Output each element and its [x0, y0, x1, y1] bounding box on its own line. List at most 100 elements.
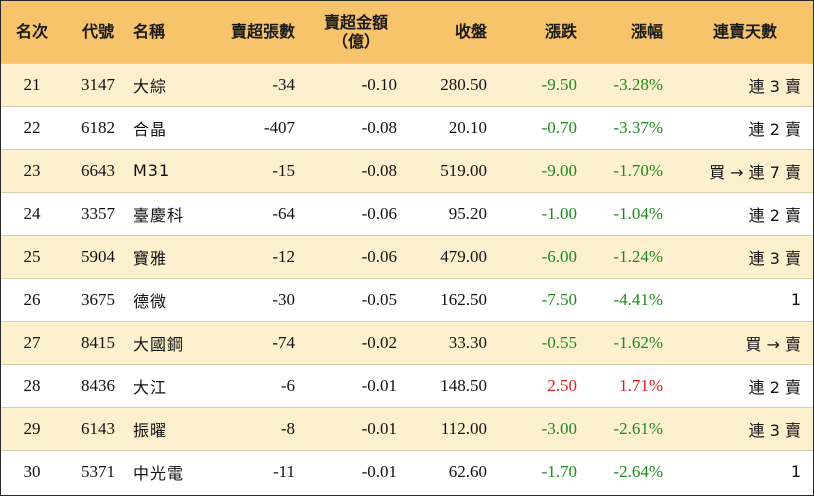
cell-sell-amount: -0.05	[361, 289, 397, 309]
cell-streak: 連 2 賣	[748, 119, 801, 139]
cell-code: 6643	[81, 160, 115, 180]
cell-sell-lots: -15	[272, 160, 295, 180]
cell-change-pct: -3.28%	[613, 74, 663, 94]
cell-sell-amount: -0.01	[361, 461, 397, 481]
cell-rank: 24	[23, 203, 41, 223]
cell-streak: 連 3 賣	[748, 76, 801, 96]
cell-name: 中光電	[133, 463, 185, 483]
cell-change: -6.00	[541, 246, 577, 266]
cell-streak: 1	[790, 290, 801, 309]
cell-sell-lots: -11	[272, 461, 295, 481]
cell-code: 5371	[81, 461, 115, 481]
table-row: 21 3147 大綜 -34 -0.10 280.50 -9.50 -3.28%…	[1, 63, 813, 106]
cell-close: 62.60	[448, 461, 487, 481]
header-change-pct: 漲幅	[630, 22, 663, 42]
cell-sell-lots: -74	[272, 332, 295, 352]
cell-sell-amount: -0.01	[361, 418, 397, 438]
cell-code: 8436	[81, 375, 115, 395]
table-row: 29 6143 振曜 -8 -0.01 112.00 -3.00 -2.61% …	[1, 407, 813, 450]
table-row: 22 6182 合晶 -407 -0.08 20.10 -0.70 -3.37%…	[1, 106, 813, 149]
cell-change-pct: 1.71%	[619, 375, 663, 395]
cell-sell-amount: -0.01	[361, 375, 397, 395]
cell-sell-amount: -0.02	[361, 332, 397, 352]
table-row: 25 5904 寶雅 -12 -0.06 479.00 -6.00 -1.24%…	[1, 235, 813, 278]
cell-close: 112.00	[440, 418, 487, 438]
cell-close: 95.20	[448, 203, 487, 223]
cell-sell-lots: -407	[263, 117, 295, 137]
cell-rank: 29	[23, 418, 41, 438]
cell-change-pct: -1.62%	[613, 332, 663, 352]
cell-change-pct: -1.24%	[613, 246, 663, 266]
cell-sell-lots: -6	[280, 375, 295, 395]
cell-close: 479.00	[440, 246, 487, 266]
header-close: 收盤	[454, 22, 487, 42]
cell-change: -1.00	[541, 203, 577, 223]
cell-sell-amount: -0.06	[361, 203, 397, 223]
cell-sell-lots: -8	[280, 418, 295, 438]
cell-close: 20.10	[448, 117, 487, 137]
cell-sell-lots: -64	[272, 203, 295, 223]
cell-code: 3675	[81, 289, 115, 309]
cell-rank: 28	[23, 375, 41, 395]
cell-change: -7.50	[541, 289, 577, 309]
cell-streak: 連 2 賣	[748, 205, 801, 225]
cell-name: 臺慶科	[133, 205, 185, 225]
cell-code: 8415	[81, 332, 115, 352]
cell-sell-amount: -0.10	[361, 74, 397, 94]
header-code: 代號	[81, 22, 114, 42]
cell-code: 6143	[81, 418, 115, 438]
cell-change: -9.50	[541, 74, 577, 94]
cell-streak: 連 2 賣	[748, 377, 801, 397]
cell-code: 6182	[81, 117, 115, 137]
cell-change: -0.55	[541, 332, 577, 352]
cell-name: 寶雅	[133, 248, 168, 268]
cell-sell-amount: -0.08	[361, 117, 397, 137]
table-row: 28 8436 大江 -6 -0.01 148.50 2.50 1.71% 連 …	[1, 364, 813, 407]
cell-change-pct: -1.04%	[613, 203, 663, 223]
header-name: 名稱	[133, 22, 166, 42]
cell-change-pct: -3.37%	[613, 117, 663, 137]
cell-name: 大國鋼	[133, 334, 185, 354]
cell-name: 大江	[133, 377, 168, 397]
header-sell-amount-line1: 賣超金額	[323, 12, 388, 32]
cell-name: M31	[133, 161, 171, 180]
table-row: 24 3357 臺慶科 -64 -0.06 95.20 -1.00 -1.04%…	[1, 192, 813, 235]
cell-code: 5904	[81, 246, 115, 266]
cell-sell-lots: -34	[272, 74, 295, 94]
cell-rank: 30	[23, 461, 41, 481]
cell-name: 德微	[133, 291, 168, 311]
cell-change: -9.00	[541, 160, 577, 180]
cell-streak: 連 3 賣	[748, 248, 801, 268]
cell-rank: 25	[23, 246, 41, 266]
cell-change-pct: -4.41%	[613, 289, 663, 309]
header-sell-amount-line2: （億）	[331, 31, 380, 51]
table-row: 23 6643 M31 -15 -0.08 519.00 -9.00 -1.70…	[1, 149, 813, 192]
header-change: 漲跌	[544, 22, 577, 42]
cell-sell-lots: -30	[272, 289, 295, 309]
header-rank: 名次	[15, 22, 48, 42]
table-row: 27 8415 大國鋼 -74 -0.02 33.30 -0.55 -1.62%…	[1, 321, 813, 364]
table-row: 26 3675 德微 -30 -0.05 162.50 -7.50 -4.41%…	[1, 278, 813, 321]
cell-rank: 21	[23, 74, 41, 94]
cell-streak: 買 → 賣	[745, 334, 801, 354]
cell-change-pct: -1.70%	[613, 160, 663, 180]
cell-close: 148.50	[440, 375, 487, 395]
cell-rank: 23	[23, 160, 41, 180]
cell-change-pct: -2.61%	[613, 418, 663, 438]
cell-close: 280.50	[440, 74, 487, 94]
cell-change: -1.70	[541, 461, 577, 481]
cell-streak: 1	[790, 462, 801, 482]
table-row: 30 5371 中光電 -11 -0.01 62.60 -1.70 -2.64%…	[1, 450, 813, 493]
cell-rank: 27	[23, 332, 41, 352]
header-sell-lots: 賣超張數	[230, 22, 295, 42]
cell-change: 2.50	[547, 375, 577, 395]
cell-code: 3147	[81, 74, 115, 94]
cell-streak: 連 3 賣	[748, 420, 801, 440]
cell-sell-amount: -0.08	[361, 160, 397, 180]
cell-change-pct: -2.64%	[613, 461, 663, 481]
cell-name: 振曜	[133, 420, 168, 440]
cell-rank: 22	[23, 117, 41, 137]
header-sell-amount: 賣超金額 （億）	[305, 1, 407, 63]
cell-close: 519.00	[440, 160, 487, 180]
